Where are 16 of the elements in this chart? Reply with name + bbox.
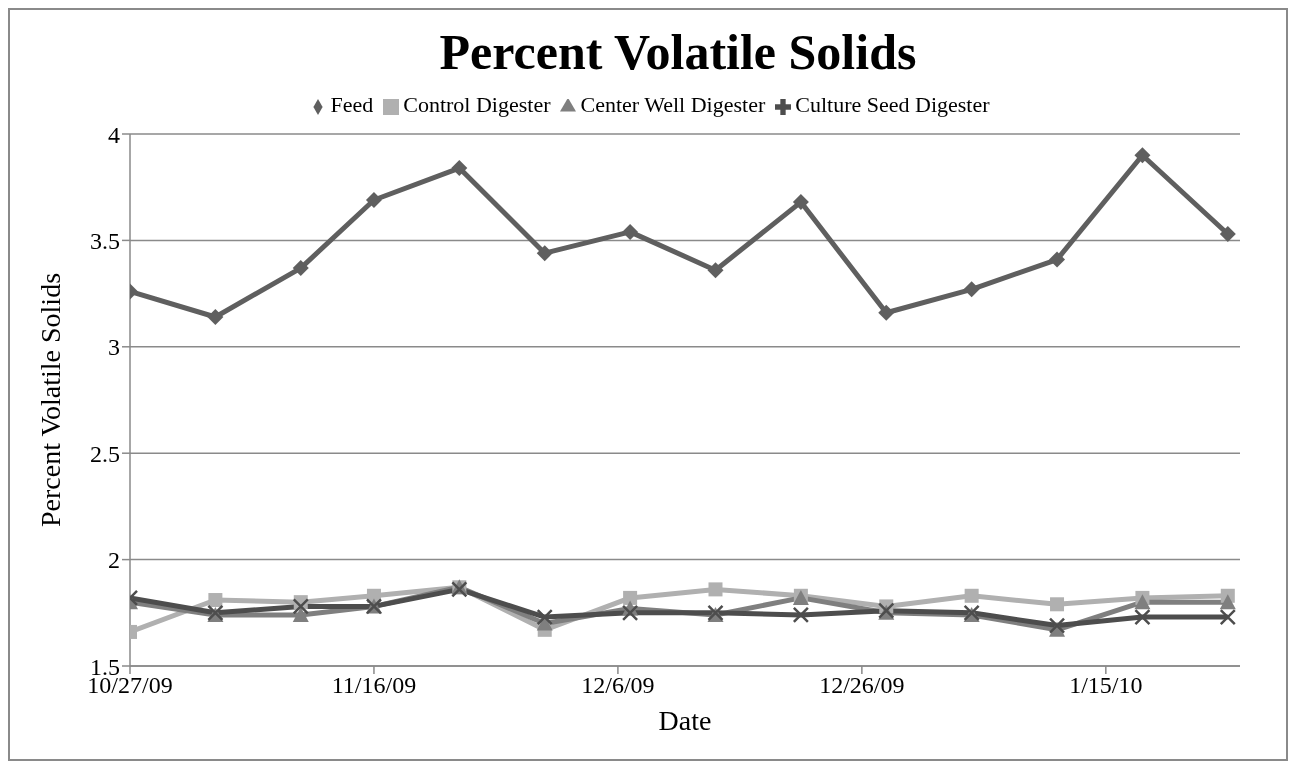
y-tick-label: 2.5 — [90, 440, 120, 467]
y-tick-label: 3 — [108, 334, 120, 361]
legend-label: Center Well Digester — [580, 92, 766, 117]
y-axis-title: Percent Volatile Solids — [34, 272, 66, 528]
legend-label: Culture Seed Digester — [795, 92, 990, 117]
x-tick-label: 12/6/09 — [581, 672, 655, 699]
y-tick-label: 4 — [108, 121, 120, 148]
y-tick-label: 3.5 — [90, 227, 120, 254]
legend-label: Control Digester — [403, 92, 551, 117]
x-tick-label: 12/26/09 — [819, 672, 905, 699]
x-tick-label: 11/16/09 — [331, 672, 417, 699]
x-axis-title: Date — [658, 704, 712, 736]
x-tick-label: 1/15/10 — [1069, 672, 1143, 699]
legend-label: Feed — [330, 92, 374, 117]
chart-title: Percent Volatile Solids — [438, 23, 918, 82]
y-tick-label: 2 — [108, 547, 120, 574]
